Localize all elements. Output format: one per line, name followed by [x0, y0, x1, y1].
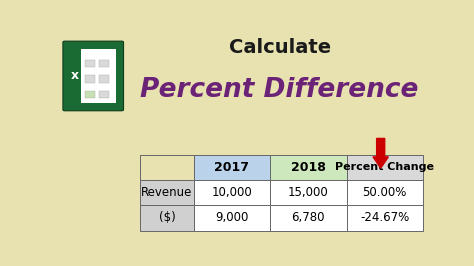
Text: Percent Difference: Percent Difference: [140, 77, 419, 103]
Text: 9,000: 9,000: [215, 211, 249, 225]
Bar: [140, 180, 194, 205]
Text: ($): ($): [159, 211, 175, 225]
Text: 15,000: 15,000: [288, 186, 329, 199]
FancyBboxPatch shape: [63, 41, 124, 111]
Text: Revenue: Revenue: [141, 186, 192, 199]
Text: 2018: 2018: [291, 161, 326, 174]
FancyBboxPatch shape: [85, 75, 95, 83]
Text: 6,780: 6,780: [292, 211, 325, 225]
Bar: [194, 205, 270, 231]
Bar: [270, 205, 346, 231]
FancyBboxPatch shape: [99, 91, 109, 98]
Bar: [140, 155, 194, 180]
FancyBboxPatch shape: [99, 75, 109, 83]
Text: 10,000: 10,000: [211, 186, 252, 199]
Text: x: x: [70, 69, 79, 82]
Text: Percent Change: Percent Change: [335, 163, 434, 172]
Bar: [346, 155, 423, 180]
Text: 2017: 2017: [215, 161, 249, 174]
Bar: [346, 205, 423, 231]
FancyBboxPatch shape: [81, 49, 116, 103]
Bar: [140, 205, 194, 231]
Text: Calculate: Calculate: [228, 38, 331, 57]
FancyBboxPatch shape: [85, 60, 95, 68]
Bar: [270, 155, 346, 180]
FancyBboxPatch shape: [99, 60, 109, 68]
Bar: [194, 180, 270, 205]
FancyBboxPatch shape: [85, 91, 95, 98]
FancyArrow shape: [373, 138, 388, 168]
Text: 50.00%: 50.00%: [363, 186, 407, 199]
Bar: [270, 180, 346, 205]
Text: -24.67%: -24.67%: [360, 211, 410, 225]
Bar: [194, 155, 270, 180]
Bar: [346, 180, 423, 205]
